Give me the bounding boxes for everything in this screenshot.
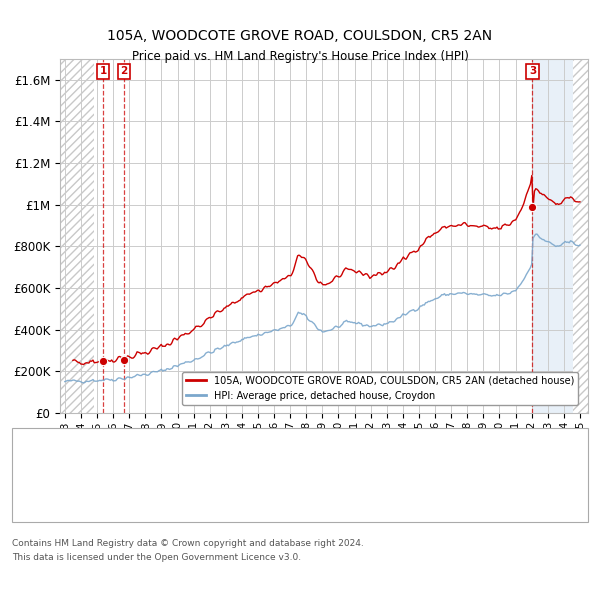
Text: 21-JAN-2022: 21-JAN-2022 xyxy=(78,491,157,504)
Text: 1: 1 xyxy=(100,67,107,76)
Text: 2: 2 xyxy=(21,463,29,473)
Text: Price paid vs. HM Land Registry's House Price Index (HPI): Price paid vs. HM Land Registry's House … xyxy=(131,50,469,63)
Text: Contains HM Land Registry data © Crown copyright and database right 2024.: Contains HM Land Registry data © Crown c… xyxy=(12,539,364,548)
Text: 72% ↑ HPI: 72% ↑ HPI xyxy=(396,432,460,445)
Text: 1: 1 xyxy=(21,434,29,443)
Text: 30-AUG-1996: 30-AUG-1996 xyxy=(78,461,157,474)
Bar xyxy=(532,59,588,413)
Text: 105A, WOODCOTE GROVE ROAD, COULSDON, CR5 2AN: 105A, WOODCOTE GROVE ROAD, COULSDON, CR5… xyxy=(107,30,493,44)
Text: 18% ↑ HPI: 18% ↑ HPI xyxy=(396,491,460,504)
Legend: 105A, WOODCOTE GROVE ROAD, COULSDON, CR5 2AN (detached house), HPI: Average pric: 105A, WOODCOTE GROVE ROAD, COULSDON, CR5… xyxy=(182,372,578,405)
Text: 69% ↑ HPI: 69% ↑ HPI xyxy=(396,461,460,474)
Text: £250,000: £250,000 xyxy=(258,432,315,445)
Text: 3: 3 xyxy=(529,67,536,76)
Text: £990,000: £990,000 xyxy=(258,491,315,504)
Text: 02-MAY-1995: 02-MAY-1995 xyxy=(78,432,157,445)
Text: 3: 3 xyxy=(21,493,29,502)
Text: This data is licensed under the Open Government Licence v3.0.: This data is licensed under the Open Gov… xyxy=(12,553,301,562)
Text: £255,000: £255,000 xyxy=(258,461,315,474)
Text: 2: 2 xyxy=(120,67,128,76)
